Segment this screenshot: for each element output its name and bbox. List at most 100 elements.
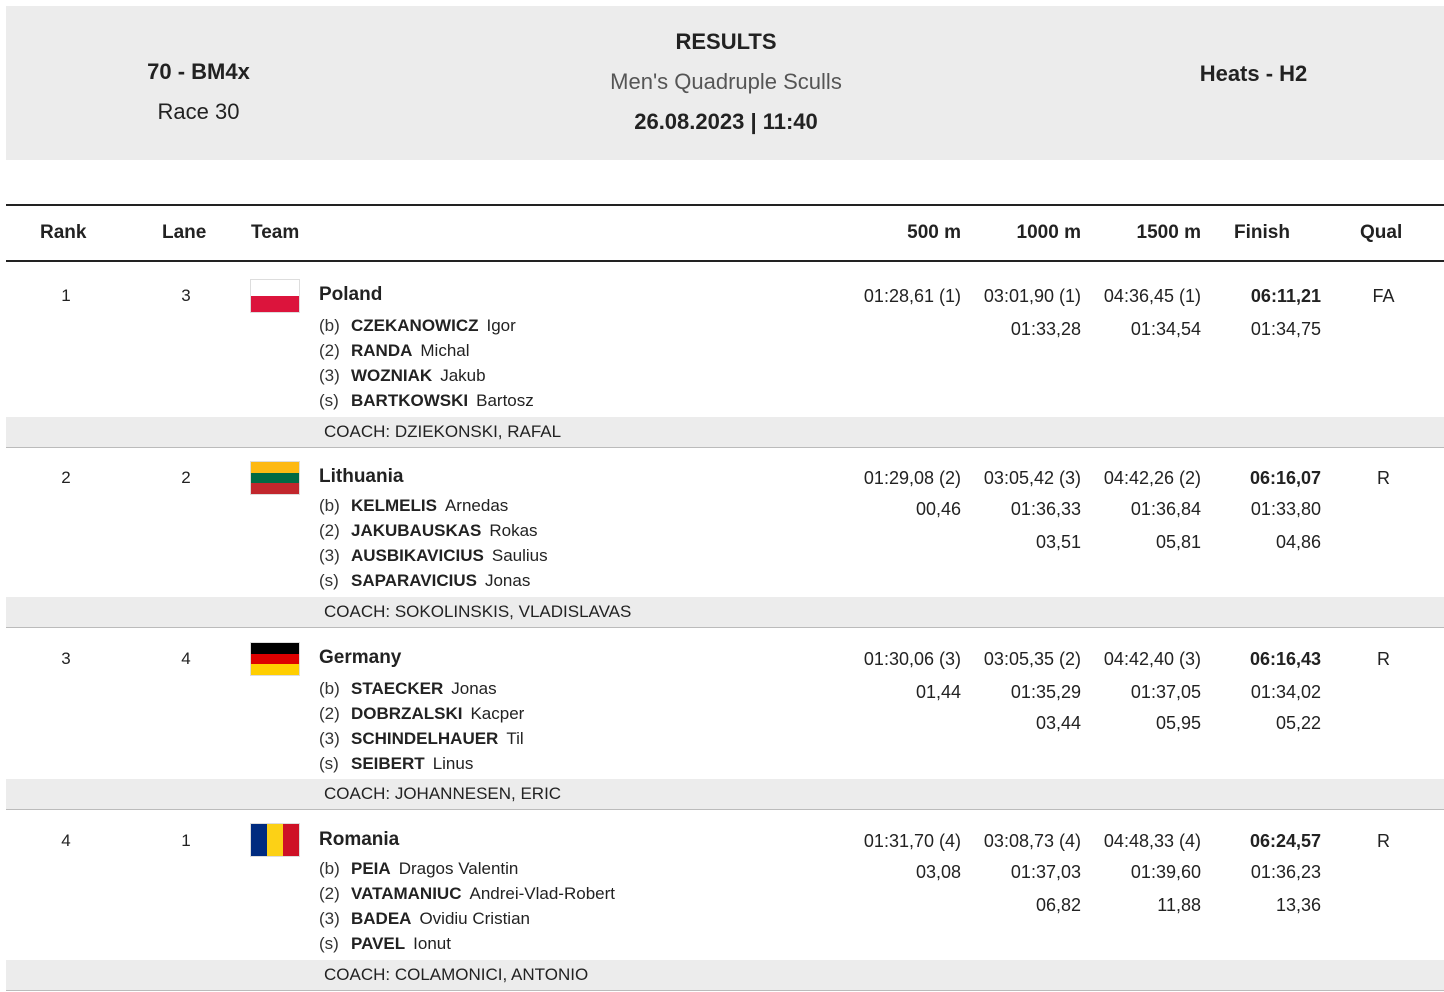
crew-member: (2) VATAMANIUC Andrei-Vlad-Robert: [319, 884, 615, 903]
qual-value: R: [1377, 649, 1390, 669]
title-block: RESULTS Men's Quadruple Sculls 26.08.202…: [526, 28, 926, 136]
finish-gap: 04,86: [1275, 532, 1321, 552]
rank-value: 1: [61, 286, 71, 305]
flag-poland-icon: [251, 280, 299, 312]
crew-list: (b) PEIA Dragos Valentin (2) VATAMANIUC Andr…: [319, 856, 615, 956]
qual-value: R: [1377, 468, 1390, 488]
coach-bar: COACH: JOHANNESEN, ERIC: [6, 779, 1444, 810]
split-1500m-gap: 05,95: [1155, 713, 1201, 733]
crew-list: (b) CZEKANOWICZ Igor (2) RANDA Michal (3) WOZ…: [319, 313, 534, 413]
crew-member: (s) SEIBERT Linus: [319, 754, 474, 773]
flag-germany-icon: [251, 643, 299, 675]
split-1000m-gap: 06,82: [1035, 895, 1081, 915]
split-500m-gap: 00,46: [915, 499, 961, 519]
finish-time: 06:16,07: [1249, 468, 1321, 488]
crew-member: (b) CZEKANOWICZ Igor: [319, 316, 516, 335]
lane-value: 1: [181, 831, 191, 850]
flag-lithuania-icon: [251, 462, 299, 494]
finish-interval: 01:33,80: [1250, 499, 1321, 519]
crew-list: (b) KELMELIS Arnedas (2) JAKUBAUSKAS Rokas (…: [319, 493, 548, 593]
split-1000m-interval: 01:36,33: [1010, 499, 1081, 519]
split-1000m-interval: 01:33,28: [1010, 319, 1081, 339]
coach-bar: COACH: COLAMONICI, ANTONIO: [6, 960, 1444, 991]
column-header-lane: Lane: [162, 222, 207, 243]
table-top-divider: [6, 204, 1444, 206]
page-title: RESULTS: [675, 29, 777, 54]
column-header-qual: Qual: [1360, 222, 1403, 243]
split-1500m-interval: 01:36,84: [1130, 499, 1201, 519]
team-name: Lithuania: [319, 466, 404, 487]
crew-member: (2) JAKUBAUSKAS Rokas: [319, 521, 538, 540]
lane-value: 2: [181, 468, 191, 487]
crew-member: (s) SAPARAVICIUS Jonas: [319, 571, 531, 590]
race-number: Race 30: [157, 99, 240, 124]
team-name: Romania: [319, 829, 400, 850]
split-1500m: 04:42,26 (2): [1103, 468, 1201, 488]
finish-gap: 05,22: [1275, 713, 1321, 733]
split-1000m: 03:05,42 (3): [983, 468, 1081, 488]
split-1000m-gap: 03,44: [1035, 713, 1081, 733]
rank-value: 2: [61, 468, 71, 487]
event-name: Men's Quadruple Sculls: [610, 69, 842, 94]
table-row: 4 1 Romania (b) PEIA Dragos Valentin (2) VA…: [6, 810, 1444, 992]
coach-name: COACH: JOHANNESEN, ERIC: [324, 784, 562, 803]
qual-value: FA: [1372, 286, 1395, 306]
split-500m: 01:31,70 (4): [863, 831, 961, 851]
coach-name: COACH: DZIEKONSKI, RAFAL: [324, 422, 562, 441]
coach-name: COACH: COLAMONICI, ANTONIO: [324, 965, 589, 984]
split-1000m: 03:01,90 (1): [983, 286, 1081, 306]
lane-value: 4: [181, 649, 191, 668]
finish-gap: 13,36: [1275, 895, 1321, 915]
column-header-1000m: 1000 m: [1016, 222, 1081, 243]
split-1000m-interval: 01:35,29: [1010, 682, 1081, 702]
column-header-rank: Rank: [40, 222, 87, 243]
split-1500m-interval: 01:37,05: [1130, 682, 1201, 702]
split-1500m: 04:36,45 (1): [1103, 286, 1201, 306]
finish-time: 06:24,57: [1249, 831, 1321, 851]
crew-member: (3) BADEA Ovidiu Cristian: [319, 909, 530, 928]
crew-member: (b) PEIA Dragos Valentin: [319, 859, 519, 878]
crew-member: (3) SCHINDELHAUER Til: [319, 729, 524, 748]
split-1500m-gap: 05,81: [1155, 532, 1201, 552]
split-1000m: 03:08,73 (4): [983, 831, 1081, 851]
crew-member: (2) DOBRZALSKI Kacper: [319, 704, 525, 723]
split-1000m-interval: 01:37,03: [1010, 862, 1081, 882]
rank-value: 3: [61, 649, 71, 668]
finish-interval: 01:36,23: [1250, 862, 1321, 882]
crew-member: (2) RANDA Michal: [319, 341, 470, 360]
split-1500m: 04:42,40 (3): [1103, 649, 1201, 669]
finish-interval: 01:34,75: [1250, 319, 1321, 339]
split-500m-gap: 03,08: [915, 862, 961, 882]
crew-list: (b) STAECKER Jonas (2) DOBRZALSKI Kacper (3)…: [319, 676, 524, 776]
split-1500m: 04:48,33 (4): [1103, 831, 1201, 851]
finish-time: 06:11,21: [1250, 286, 1321, 306]
table-row: 3 4 Germany (b) STAECKER Jonas (2) DOBRZALS…: [6, 628, 1444, 810]
finish-time: 06:16,43: [1249, 649, 1321, 669]
crew-member: (s) BARTKOWSKI Bartosz: [319, 391, 534, 410]
split-500m: 01:28,61 (1): [863, 286, 961, 306]
team-name: Germany: [319, 647, 402, 668]
race-phase: Heats - H2: [1199, 61, 1308, 86]
crew-member: (3) AUSBIKAVICIUS Saulius: [319, 546, 548, 565]
split-1500m-gap: 11,88: [1157, 895, 1201, 915]
split-1000m: 03:05,35 (2): [983, 649, 1081, 669]
race-datetime: 26.08.2023 | 11:40: [634, 109, 818, 134]
column-header-1500m: 1500 m: [1136, 222, 1201, 243]
split-1500m-interval: 01:34,54: [1130, 319, 1201, 339]
column-header-finish: Finish: [1234, 222, 1290, 243]
crew-member: (b) STAECKER Jonas: [319, 679, 497, 698]
crew-member: (3) WOZNIAK Jakub: [319, 366, 486, 385]
column-header-500m: 500 m: [907, 222, 961, 243]
coach-name: COACH: SOKOLINSKIS, VLADISLAVAS: [324, 602, 632, 621]
crew-member: (s) PAVEL Ionut: [319, 934, 451, 953]
split-500m-gap: 01,44: [915, 682, 961, 702]
rank-value: 4: [61, 831, 71, 850]
split-500m: 01:30,06 (3): [863, 649, 961, 669]
race-header: 70 - BM4x Race 30 RESULTS Men's Quadrupl…: [6, 6, 1444, 160]
split-1500m-interval: 01:39,60: [1130, 862, 1201, 882]
column-header-team: Team: [251, 222, 300, 243]
qual-value: R: [1377, 831, 1390, 851]
team-name: Poland: [319, 284, 383, 305]
finish-interval: 01:34,02: [1250, 682, 1321, 702]
split-500m: 01:29,08 (2): [863, 468, 961, 488]
